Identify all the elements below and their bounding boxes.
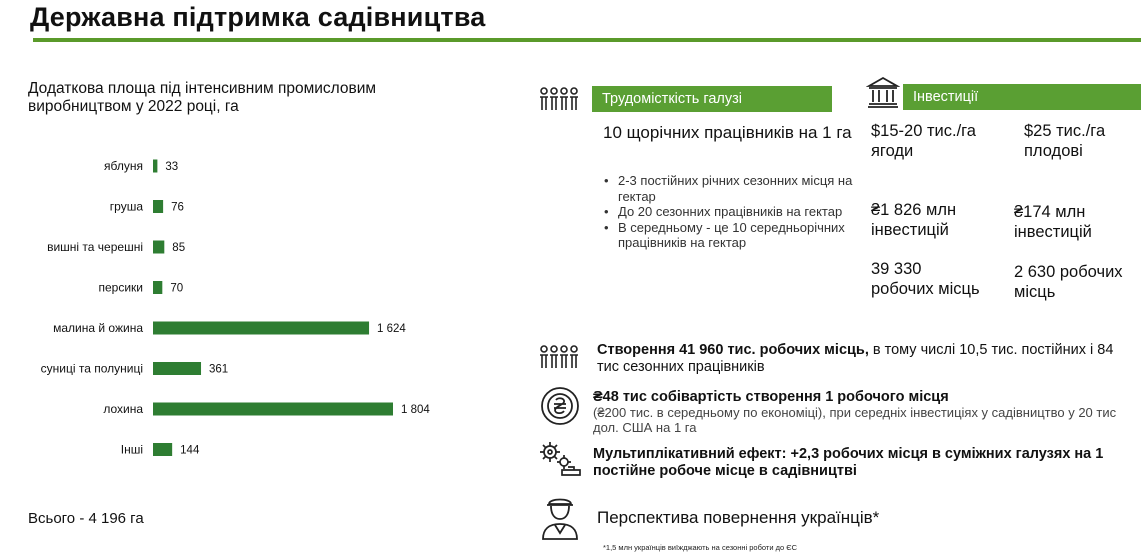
point-jobs-created: Створення 41 960 тис. робочих місць, в т… (597, 342, 1137, 376)
page-title: Державна підтримка садівництва (30, 2, 486, 32)
category-label: Інші (121, 443, 143, 457)
bank-icon (866, 76, 900, 108)
category-label: яблуня (104, 159, 143, 173)
list-item: 2-3 постійних річних сезонних місця на г… (604, 173, 854, 204)
bar-chart: яблуня 33 груша 76 вишні та черешні 85 персики… (41, 159, 431, 457)
point-multiplier-text: Мультиплікативний ефект: +2,3 робочих мі… (593, 446, 1104, 479)
point-job-cost-sub: (₴200 тис. в середньому по економіці), п… (593, 405, 1117, 435)
hryvnia-coin-icon (541, 387, 579, 425)
list-item: До 20 сезонних працівників на гектар (604, 204, 854, 220)
workers-icon (540, 345, 578, 368)
jobs-count-1: 39 330 робочих місць (871, 260, 980, 298)
value-label: 144 (180, 445, 200, 457)
footnote: *1,5 млн українців виїжджають на сезонні… (603, 543, 798, 552)
category-label: груша (110, 200, 144, 214)
category-label: лохина (103, 402, 143, 416)
investment-amount-2: ₴174 млн інвестицій (1014, 203, 1092, 241)
category-label: малина й ожина (53, 321, 143, 335)
bar (153, 402, 393, 416)
value-label: 76 (171, 202, 184, 214)
workers-icon (540, 87, 578, 110)
value-label: 33 (165, 161, 178, 173)
bar (153, 159, 158, 173)
point-return-ukrainians: Перспектива повернення українців* (597, 508, 880, 527)
chart-title: Додаткова площа під інтенсивним промисло… (28, 80, 377, 115)
category-label: вишні та черешні (47, 240, 143, 254)
title-underline (33, 38, 1141, 42)
list-item: В середньому - це 10 середньорічних прац… (604, 220, 854, 251)
jobs-count-2: 2 630 робочих місць (1014, 263, 1123, 301)
point-job-cost-bold: ₴48 тис собівартість створення 1 робочог… (593, 389, 949, 405)
bar (153, 200, 164, 213)
labor-main-stat: 10 щорічних працівників на 1 га (603, 123, 852, 142)
chart-total: Всього - 4 196 га (28, 510, 144, 527)
category-label: суниці та полуниці (41, 362, 143, 376)
bar (153, 362, 202, 375)
gears-icon (540, 442, 581, 476)
investment-fruit: $25 тис./га плодові (1024, 122, 1106, 160)
investment-amount-1: ₴1 826 млн інвестицій (871, 201, 957, 239)
labor-header: Трудомісткість галузі (592, 86, 832, 112)
investments-header: Інвестиції (903, 84, 1141, 110)
value-label: 70 (170, 283, 183, 295)
value-label: 1 804 (401, 404, 430, 416)
point-jobs-created-rest: в тому числі 10,5 тис. постійних і 84 ти… (597, 342, 1114, 375)
point-jobs-created-bold: Створення 41 960 тис. робочих місць, (597, 342, 869, 358)
point-job-cost: ₴48 тис собівартість створення 1 робочог… (593, 389, 1141, 435)
worker-person-icon (542, 498, 578, 540)
investment-berries: $15-20 тис./га ягоди (871, 122, 976, 160)
bar (153, 240, 165, 254)
bar (153, 321, 370, 335)
bar (153, 443, 173, 456)
value-label: 85 (172, 242, 185, 254)
value-label: 1 624 (377, 323, 406, 335)
point-multiplier: Мультиплікативний ефект: +2,3 робочих мі… (593, 446, 1141, 480)
value-label: 361 (209, 364, 228, 376)
bar (153, 281, 163, 294)
labor-bullets: 2-3 постійних річних сезонних місця на г… (604, 173, 854, 251)
category-label: персики (98, 281, 143, 295)
